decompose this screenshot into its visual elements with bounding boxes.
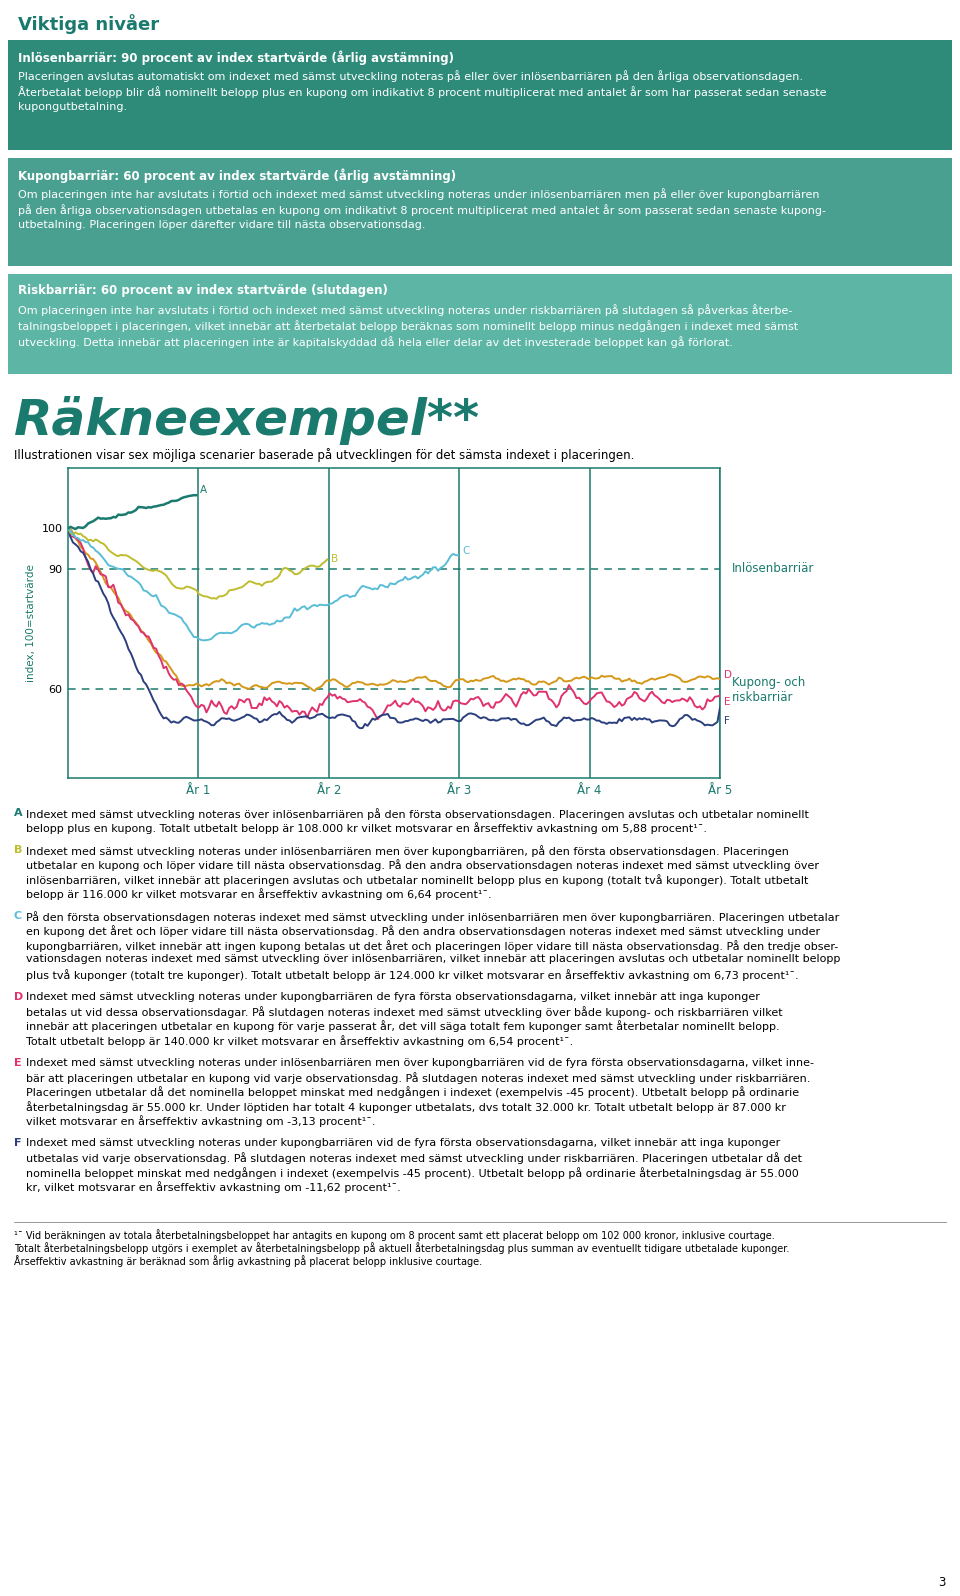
Text: Indexet med sämst utveckling noteras under kupongbarriären de fyra första observ: Indexet med sämst utveckling noteras und…: [26, 991, 760, 1002]
Text: utveckling. Detta innebär att placeringen inte är kapitalskyddad då hela eller d: utveckling. Detta innebär att placeringe…: [18, 337, 732, 348]
Text: A: A: [201, 485, 207, 495]
Text: Placeringen avslutas automatiskt om indexet med sämst utveckling noteras på elle: Placeringen avslutas automatiskt om inde…: [18, 70, 803, 81]
Text: Totalt utbetalt belopp är 140.000 kr vilket motsvarar en årseffektiv avkastning : Totalt utbetalt belopp är 140.000 kr vil…: [26, 1034, 573, 1047]
Text: 3: 3: [939, 1575, 946, 1590]
Text: B: B: [331, 554, 338, 565]
Text: Indexet med sämst utveckling noteras under inlösenbarriären men över kupongbarri: Indexet med sämst utveckling noteras und…: [26, 844, 789, 857]
Text: E: E: [724, 697, 731, 707]
Text: utbetalas vid varje observationsdag. På slutdagen noteras indexet med sämst utve: utbetalas vid varje observationsdag. På …: [26, 1152, 802, 1165]
Text: B: B: [14, 844, 22, 855]
Text: E: E: [14, 1058, 22, 1068]
Text: Inlösenbarriär: 90 procent av index startvärde (årlig avstämning): Inlösenbarriär: 90 procent av index star…: [18, 49, 454, 64]
Text: belopp plus en kupong. Totalt utbetalt belopp är 108.000 kr vilket motsvarar en : belopp plus en kupong. Totalt utbetalt b…: [26, 822, 707, 835]
Text: D: D: [14, 991, 23, 1002]
Text: vationsdagen noteras indexet med sämst utveckling över inlösenbarriären, vilket : vationsdagen noteras indexet med sämst u…: [26, 954, 840, 964]
Text: Indexet med sämst utveckling noteras under inlösenbarriären men över kupongbarri: Indexet med sämst utveckling noteras und…: [26, 1058, 814, 1068]
Text: C: C: [462, 546, 469, 555]
Text: F: F: [14, 1138, 21, 1148]
Bar: [8, 40, 952, 150]
Text: Placeringen utbetalar då det nominella beloppet minskat med nedgången i indexet : Placeringen utbetalar då det nominella b…: [26, 1087, 799, 1098]
Text: en kupong det året och löper vidare till nästa observationsdag. På den andra obs: en kupong det året och löper vidare till…: [26, 926, 820, 937]
Text: kupongbarriären, vilket innebär att ingen kupong betalas ut det året och placeri: kupongbarriären, vilket innebär att inge…: [26, 940, 838, 951]
Text: C: C: [14, 911, 22, 921]
Text: Kupongbarriär: 60 procent av index startvärde (årlig avstämning): Kupongbarriär: 60 procent av index start…: [18, 168, 456, 182]
Text: Viktiga nivåer: Viktiga nivåer: [18, 14, 159, 34]
Text: utbetalning. Placeringen löper därefter vidare till nästa observationsdag.: utbetalning. Placeringen löper därefter …: [18, 220, 425, 230]
Text: Räkneexempel**: Räkneexempel**: [14, 396, 480, 445]
Text: Riskbarriär: 60 procent av index startvärde (slutdagen): Riskbarriär: 60 procent av index startvä…: [18, 284, 388, 297]
Y-axis label: index, 100=startvärde: index, 100=startvärde: [26, 563, 36, 681]
Text: Totalt återbetalningsbelopp utgörs i exemplet av återbetalningsbelopp på aktuell: Totalt återbetalningsbelopp utgörs i exe…: [14, 1242, 789, 1254]
Text: kr, vilket motsvarar en årseffektiv avkastning om -11,62 procent¹ˉ.: kr, vilket motsvarar en årseffektiv avka…: [26, 1181, 400, 1194]
Text: vilket motsvarar en årseffektiv avkastning om -3,13 procent¹ˉ.: vilket motsvarar en årseffektiv avkastni…: [26, 1116, 375, 1127]
Text: återbetalningsdag är 55.000 kr. Under löptiden har totalt 4 kuponger utbetalats,: återbetalningsdag är 55.000 kr. Under lö…: [26, 1101, 786, 1112]
Bar: [8, 275, 952, 373]
Text: Årseffektiv avkastning är beräknad som årlig avkastning på placerat belopp inklu: Årseffektiv avkastning är beräknad som å…: [14, 1254, 482, 1267]
Text: Inlösenbarriär: Inlösenbarriär: [732, 562, 814, 575]
Text: F: F: [724, 715, 730, 726]
Text: nominella beloppet minskat med nedgången i indexet (exempelvis -45 procent). Utb: nominella beloppet minskat med nedgången…: [26, 1167, 799, 1179]
Text: Om placeringen inte har avslutats i förtid och indexet med sämst utveckling note: Om placeringen inte har avslutats i fört…: [18, 303, 792, 316]
Text: riskbarriär: riskbarriär: [732, 691, 794, 704]
Text: inlösenbarriären, vilket innebär att placeringen avslutas och utbetalar nominell: inlösenbarriären, vilket innebär att pla…: [26, 875, 808, 886]
Text: Kupong- och: Kupong- och: [732, 677, 805, 689]
Text: Illustrationen visar sex möjliga scenarier baserade på utvecklingen för det säms: Illustrationen visar sex möjliga scenari…: [14, 448, 635, 461]
Bar: [8, 158, 952, 267]
Text: plus två kuponger (totalt tre kuponger). Totalt utbetalt belopp är 124.000 kr vi: plus två kuponger (totalt tre kuponger).…: [26, 969, 799, 982]
Text: D: D: [724, 670, 732, 680]
Text: på den årliga observationsdagen utbetalas en kupong om indikativt 8 procent mult: på den årliga observationsdagen utbetala…: [18, 204, 826, 215]
Text: På den första observationsdagen noteras indexet med sämst utveckling under inlös: På den första observationsdagen noteras …: [26, 911, 839, 922]
Text: Indexet med sämst utveckling noteras under kupongbarriären vid de fyra första ob: Indexet med sämst utveckling noteras und…: [26, 1138, 780, 1148]
Text: ¹ˉ Vid beräkningen av totala återbetalningsbeloppet har antagits en kupong om 8 : ¹ˉ Vid beräkningen av totala återbetalni…: [14, 1229, 775, 1242]
Text: betalas ut vid dessa observationsdagar. På slutdagen noteras indexet med sämst u: betalas ut vid dessa observationsdagar. …: [26, 1005, 782, 1018]
Text: bär att placeringen utbetalar en kupong vid varje observationsdag. På slutdagen : bär att placeringen utbetalar en kupong …: [26, 1073, 810, 1084]
Text: Indexet med sämst utveckling noteras över inlösenbarriären på den första observa: Indexet med sämst utveckling noteras öve…: [26, 808, 809, 820]
Text: belopp är 116.000 kr vilket motsvarar en årseffektiv avkastning om 6,64 procent¹: belopp är 116.000 kr vilket motsvarar en…: [26, 889, 492, 900]
Text: talningsbeloppet i placeringen, vilket innebär att återbetalat belopp beräknas s: talningsbeloppet i placeringen, vilket i…: [18, 321, 798, 332]
Text: Om placeringen inte har avslutats i förtid och indexet med sämst utveckling note: Om placeringen inte har avslutats i fört…: [18, 188, 820, 200]
Text: A: A: [14, 808, 23, 819]
Text: kupongutbetalning.: kupongutbetalning.: [18, 102, 127, 112]
Text: utbetalar en kupong och löper vidare till nästa observationsdag. På den andra ob: utbetalar en kupong och löper vidare til…: [26, 860, 819, 871]
Text: Återbetalat belopp blir då nominellt belopp plus en kupong om indikativt 8 proce: Återbetalat belopp blir då nominellt bel…: [18, 86, 827, 97]
Text: innebär att placeringen utbetalar en kupong för varje passerat år, det vill säga: innebär att placeringen utbetalar en kup…: [26, 1020, 780, 1033]
